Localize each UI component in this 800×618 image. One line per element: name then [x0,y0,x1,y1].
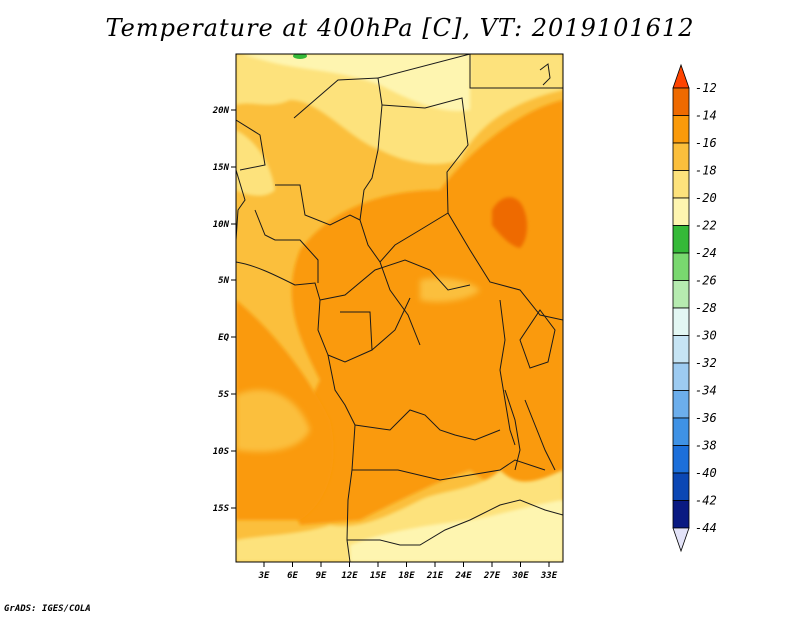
colorbar-label: -12 [695,81,717,95]
colorbar-bottom-triangle [672,527,690,553]
lon-tick-label: 9E [316,571,327,581]
colorbar-segment [672,445,690,474]
colorbar-segment [672,472,690,501]
colorbar: -12 -14 -16 -18 -20 -22 -24 -26 -28 -30 -32 -34 -36 -… [672,63,717,553]
colorbar-label: -24 [695,246,717,260]
lat-tick-label: 15N [213,163,230,173]
lon-tick-label: 3E [258,571,270,581]
lat-tick-label: 15S [213,504,230,514]
lon-tick-label: 24E [454,571,472,581]
colorbar-segment [672,197,690,226]
colorbar-segment [672,500,690,529]
country-borders [236,54,563,562]
colorbar-label: -14 [695,109,717,123]
colorbar-segment [672,362,690,391]
colorbar-segment [672,390,690,419]
colorbar-label: -22 [695,219,717,233]
latitude-axis: 20N 15N 10N 5N EQ 5S 10S 15S [212,106,236,514]
colorbar-label: -32 [695,356,717,370]
lon-tick-label: 15E [370,571,387,581]
colorbar-label: -38 [695,439,717,453]
colorbar-segment [672,307,690,336]
colorbar-label: -30 [695,329,717,343]
lon-tick-label: 18E [398,571,415,581]
colorbar-label: -36 [695,411,717,425]
colorbar-label: -40 [695,466,717,480]
colorbar-label: -26 [695,274,717,288]
colorbar-label: -42 [695,494,717,508]
colorbar-label: -20 [695,191,717,205]
colorbar-label: -28 [695,301,717,315]
lat-tick-label: 20N [212,106,230,116]
colorbar-label: -34 [695,384,717,398]
temperature-field [236,54,563,562]
lat-tick-label: 5N [218,276,229,286]
lon-tick-label: 6E [287,571,298,581]
map-frame [235,53,564,563]
colorbar-label: -18 [695,164,717,178]
colorbar-segment [672,87,690,116]
colorbar-segment [672,280,690,309]
colorbar-segment [672,417,690,446]
colorbar-segment [672,252,690,281]
lon-tick-label: 30E [511,571,529,581]
credit-label: GrADS: IGES/COLA [4,604,91,614]
lon-tick-label: 33E [540,571,558,581]
colorbar-segment [672,225,690,254]
colorbar-segment [672,170,690,199]
colorbar-label: -16 [695,136,717,150]
lon-tick-label: 12E [341,571,358,581]
lon-tick-label: 27E [483,571,501,581]
lat-tick-label: 10N [213,220,230,230]
lon-tick-label: 21E [426,571,444,581]
lat-tick-label: 5S [218,390,229,400]
lat-tick-label: 10S [213,447,230,457]
colorbar-segment [672,142,690,171]
chart-title: Temperature at 400hPa [C], VT: 201910161… [105,14,695,42]
colorbar-top-triangle [672,63,690,89]
colorbar-segment [672,335,690,364]
colorbar-label: -44 [695,521,717,535]
longitude-axis: 3E 6E 9E 12E 15E 18E 21E 24E 27E 30E 33E [258,562,558,581]
colorbar-segment [672,115,690,144]
lat-tick-label: EQ [218,333,229,343]
